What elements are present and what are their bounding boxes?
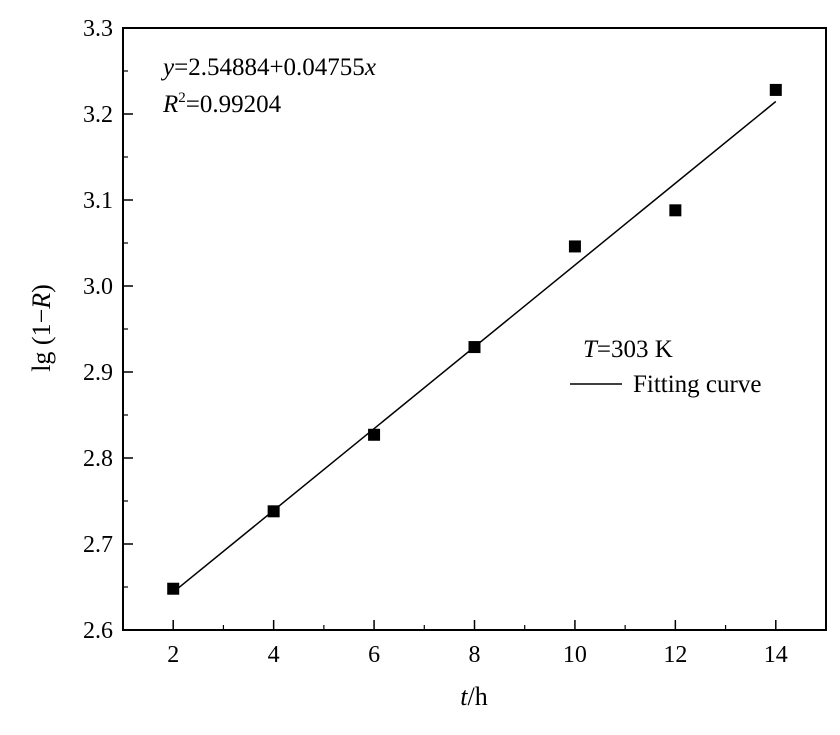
- y-tick-label-1: 2.7: [83, 532, 113, 558]
- x-axis-title: t/h: [460, 682, 487, 711]
- y-tick-label-2: 2.8: [83, 446, 113, 472]
- x-tick-label-4: 10: [563, 642, 587, 668]
- x-tick-label-6: 14: [764, 642, 788, 668]
- y-tick-label-3: 2.9: [83, 360, 113, 386]
- data-points: [167, 83, 782, 595]
- x-axis-ticks: [172, 620, 777, 630]
- x-tick-label-3: 8: [469, 642, 481, 668]
- data-point-6: [769, 83, 782, 96]
- r-squared: R2=0.99204: [162, 90, 282, 118]
- y-axis-tick-labels: 2.6 2.7 2.8 2.9 3.0 3.1 3.2 3.3: [83, 16, 113, 644]
- x-tick-label-1: 4: [268, 642, 280, 668]
- data-point-2: [368, 428, 381, 441]
- y-tick-label-4: 3.0: [83, 274, 113, 300]
- data-point-0: [167, 582, 180, 595]
- y-axis-title: lg (1−R): [27, 284, 56, 372]
- y-tick-label-0: 2.6: [83, 618, 113, 644]
- plot-frame: [122, 27, 827, 631]
- legend-label-fitting-curve: Fitting curve: [633, 371, 761, 398]
- temperature-label: T=303 K: [583, 336, 673, 363]
- x-axis-tick-labels: 2 4 6 8 10 12 14: [167, 642, 788, 668]
- data-point-1: [267, 505, 280, 518]
- fit-equation: y=2.54884+0.04755x: [160, 54, 376, 81]
- y-tick-label-7: 3.3: [83, 16, 113, 42]
- data-point-3: [468, 341, 481, 354]
- x-tick-label-5: 12: [663, 642, 687, 668]
- y-axis-ticks: [123, 27, 133, 631]
- data-point-4: [568, 240, 581, 253]
- x-tick-label-2: 6: [368, 642, 380, 668]
- x-tick-label-0: 2: [167, 642, 179, 668]
- y-tick-label-5: 3.1: [83, 188, 113, 214]
- data-point-5: [669, 204, 682, 217]
- y-tick-label-6: 3.2: [83, 102, 113, 128]
